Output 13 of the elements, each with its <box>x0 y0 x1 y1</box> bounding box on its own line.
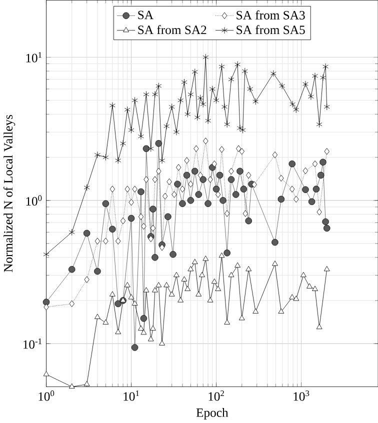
y-axis-title: Normalized N of Local Valleys <box>3 114 16 272</box>
legend-label: SA from SA3 <box>236 10 305 20</box>
x-tick-label: 10$^{3}$ <box>294 390 309 401</box>
legend-label: SA from SA5 <box>236 25 305 34</box>
legend-label: SA <box>138 10 154 20</box>
x-tick-label: 10$^{0}$ <box>38 390 54 401</box>
legend-label: SA from SA2 <box>138 25 206 34</box>
y-tick-label: 10$^{1}$ <box>26 52 42 62</box>
y-tick-label: 10$^{-1}$ <box>23 338 42 349</box>
x-tick-label: 10$^{2}$ <box>208 390 224 401</box>
x-tick-label: 10$^{1}$ <box>124 390 139 401</box>
y-tick-label: 10$^{0}$ <box>26 195 42 206</box>
x-axis-title: Epoch <box>196 408 228 420</box>
